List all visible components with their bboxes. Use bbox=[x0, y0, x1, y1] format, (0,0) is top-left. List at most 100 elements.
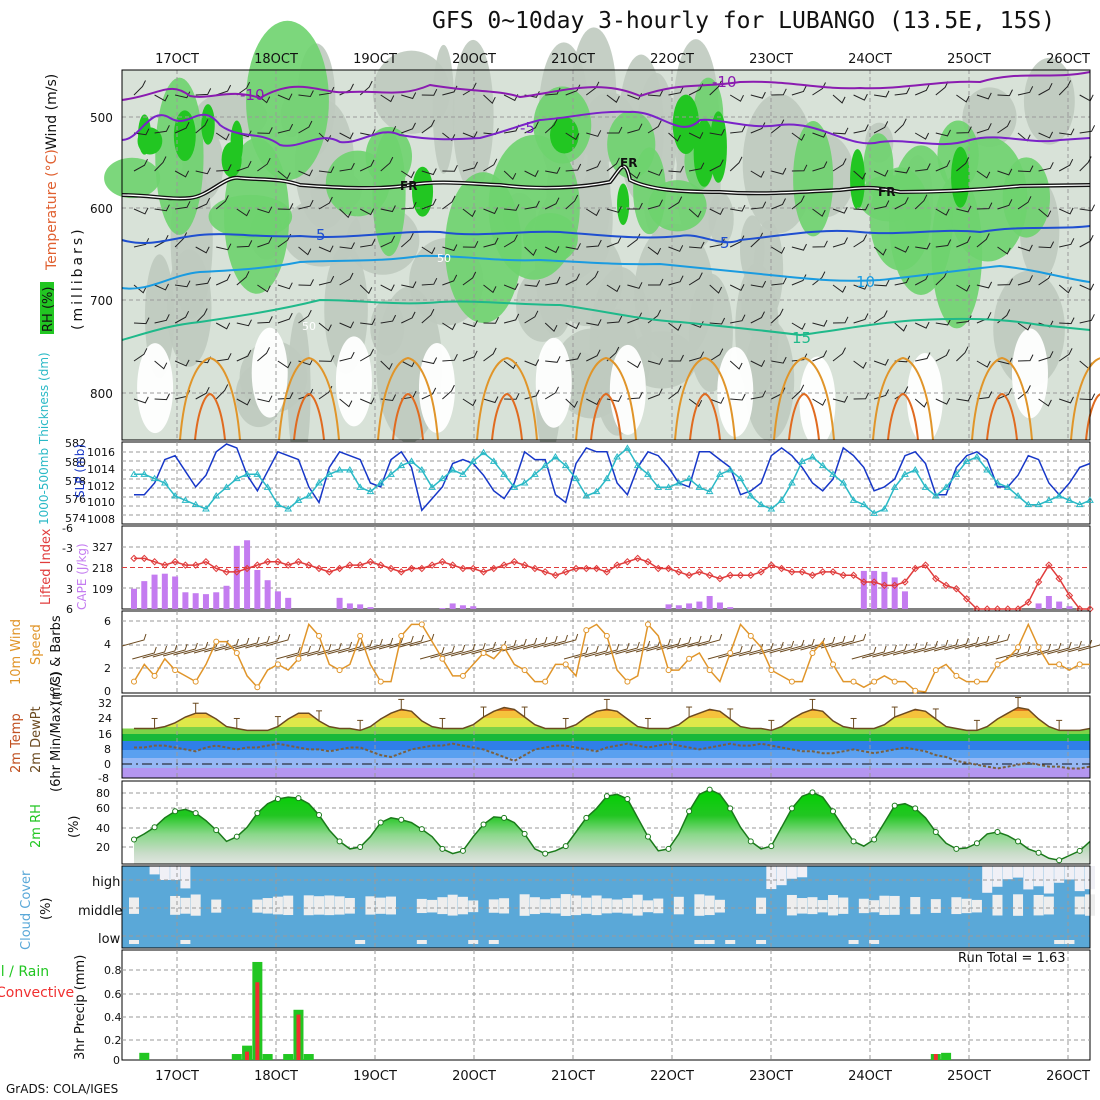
precip-total-bar bbox=[231, 1054, 242, 1060]
series-point bbox=[788, 805, 795, 812]
cape-bar bbox=[459, 605, 466, 609]
wind-barb bbox=[729, 235, 745, 248]
wind-barb bbox=[318, 166, 335, 174]
cloud-low-block bbox=[488, 940, 499, 944]
rh-blob bbox=[221, 142, 242, 178]
wind-barb bbox=[318, 322, 332, 332]
wind-barb bbox=[915, 352, 931, 362]
series-point bbox=[1056, 661, 1063, 668]
series-point bbox=[583, 627, 590, 634]
series-point bbox=[1076, 847, 1083, 854]
wind-barb bbox=[853, 392, 870, 400]
warm-contour bbox=[491, 392, 523, 441]
cape-bar bbox=[1056, 601, 1063, 609]
cloud-middle-block bbox=[344, 897, 355, 914]
wind-barb bbox=[565, 352, 582, 362]
cloud-middle-block bbox=[499, 898, 510, 914]
wind-barb bbox=[933, 638, 959, 652]
x-tick-label: 21OCT bbox=[551, 52, 595, 67]
series-point bbox=[243, 564, 251, 573]
wind-barb bbox=[771, 356, 787, 364]
cape-bar bbox=[172, 576, 179, 609]
series-point bbox=[633, 461, 642, 469]
wind-barb bbox=[462, 240, 479, 248]
cloud-middle-block bbox=[673, 896, 684, 915]
wind-barb bbox=[236, 240, 253, 248]
cloud-middle-block bbox=[365, 896, 376, 915]
series-point bbox=[654, 564, 662, 573]
wind-barb bbox=[812, 208, 826, 217]
series-point bbox=[387, 470, 395, 477]
series-point bbox=[809, 789, 816, 796]
series-point bbox=[983, 466, 992, 473]
wind-barb bbox=[483, 207, 499, 215]
cloud-middle-block bbox=[334, 896, 345, 915]
wind-barb bbox=[544, 246, 560, 254]
series-point bbox=[911, 466, 920, 473]
y-tick-label: 3 bbox=[66, 583, 73, 596]
y-tick-label: 32 bbox=[98, 697, 112, 710]
series-point bbox=[213, 638, 220, 645]
cape-bar bbox=[357, 604, 364, 609]
series-point bbox=[561, 461, 570, 469]
cape-bar bbox=[274, 591, 281, 609]
wind-barb bbox=[647, 120, 662, 134]
rh-blob bbox=[951, 146, 970, 208]
rh-blob bbox=[419, 343, 456, 434]
wind-barb bbox=[483, 158, 498, 172]
wind-barb bbox=[750, 390, 767, 400]
series-point bbox=[510, 483, 519, 490]
wind-barb bbox=[668, 165, 684, 173]
series-point bbox=[131, 836, 137, 843]
rh-blob bbox=[452, 39, 494, 192]
cape-panel: -6 -3 0 3 6 327 218 109 Lifted Index CAP… bbox=[39, 522, 1094, 616]
cloud-high-block bbox=[1013, 866, 1024, 878]
series-point bbox=[931, 492, 940, 499]
series-point bbox=[788, 678, 795, 685]
series-point bbox=[161, 561, 169, 569]
series-point bbox=[448, 561, 457, 569]
rh2m-ticks: 80 60 40 20 bbox=[96, 787, 110, 854]
series-point bbox=[233, 650, 240, 656]
rh2m-panel: 80 60 40 20 2m RH (%) bbox=[29, 780, 1091, 865]
wind-barb bbox=[442, 384, 455, 400]
series-point bbox=[921, 561, 930, 569]
series-point bbox=[839, 571, 847, 579]
y-tick-label: 700 bbox=[90, 294, 113, 308]
wind-barb bbox=[873, 358, 889, 366]
y-tick-label: 40 bbox=[96, 822, 110, 835]
wind-barb bbox=[923, 639, 949, 653]
wind-barb bbox=[133, 317, 150, 325]
wind-barb bbox=[976, 281, 993, 289]
wind-barb bbox=[471, 641, 496, 655]
precip-ticks: 0.8 0.6 0.4 0.2 0 bbox=[104, 964, 122, 1067]
wind-barb bbox=[586, 349, 601, 362]
wind-barb bbox=[327, 641, 353, 655]
x-tick-label: 26OCT bbox=[1046, 1069, 1090, 1084]
series-point bbox=[686, 808, 693, 815]
cape-bar bbox=[202, 594, 209, 609]
series-point bbox=[675, 568, 683, 576]
wind-barb bbox=[298, 169, 313, 177]
wind-barb bbox=[791, 274, 807, 286]
wind-barb bbox=[709, 159, 724, 172]
series-point bbox=[665, 845, 672, 852]
temp-band bbox=[122, 711, 1090, 718]
series-point bbox=[151, 824, 158, 831]
temp-band bbox=[122, 768, 1090, 778]
wind-barb bbox=[779, 639, 805, 653]
series-point bbox=[459, 564, 467, 573]
wind-barb bbox=[668, 385, 682, 400]
warm-contour bbox=[689, 392, 721, 441]
wind-barb bbox=[133, 158, 148, 172]
contour-label: 15 bbox=[792, 329, 811, 347]
cloud-middle-block bbox=[1074, 896, 1085, 915]
wind-barb bbox=[791, 384, 805, 400]
series-point bbox=[356, 483, 365, 490]
series-point bbox=[747, 632, 754, 639]
wind-barb bbox=[121, 633, 147, 647]
wind-barb bbox=[1079, 314, 1095, 324]
series-point bbox=[1015, 644, 1022, 651]
wind-barb bbox=[771, 167, 787, 175]
rh-blob bbox=[1011, 328, 1048, 419]
